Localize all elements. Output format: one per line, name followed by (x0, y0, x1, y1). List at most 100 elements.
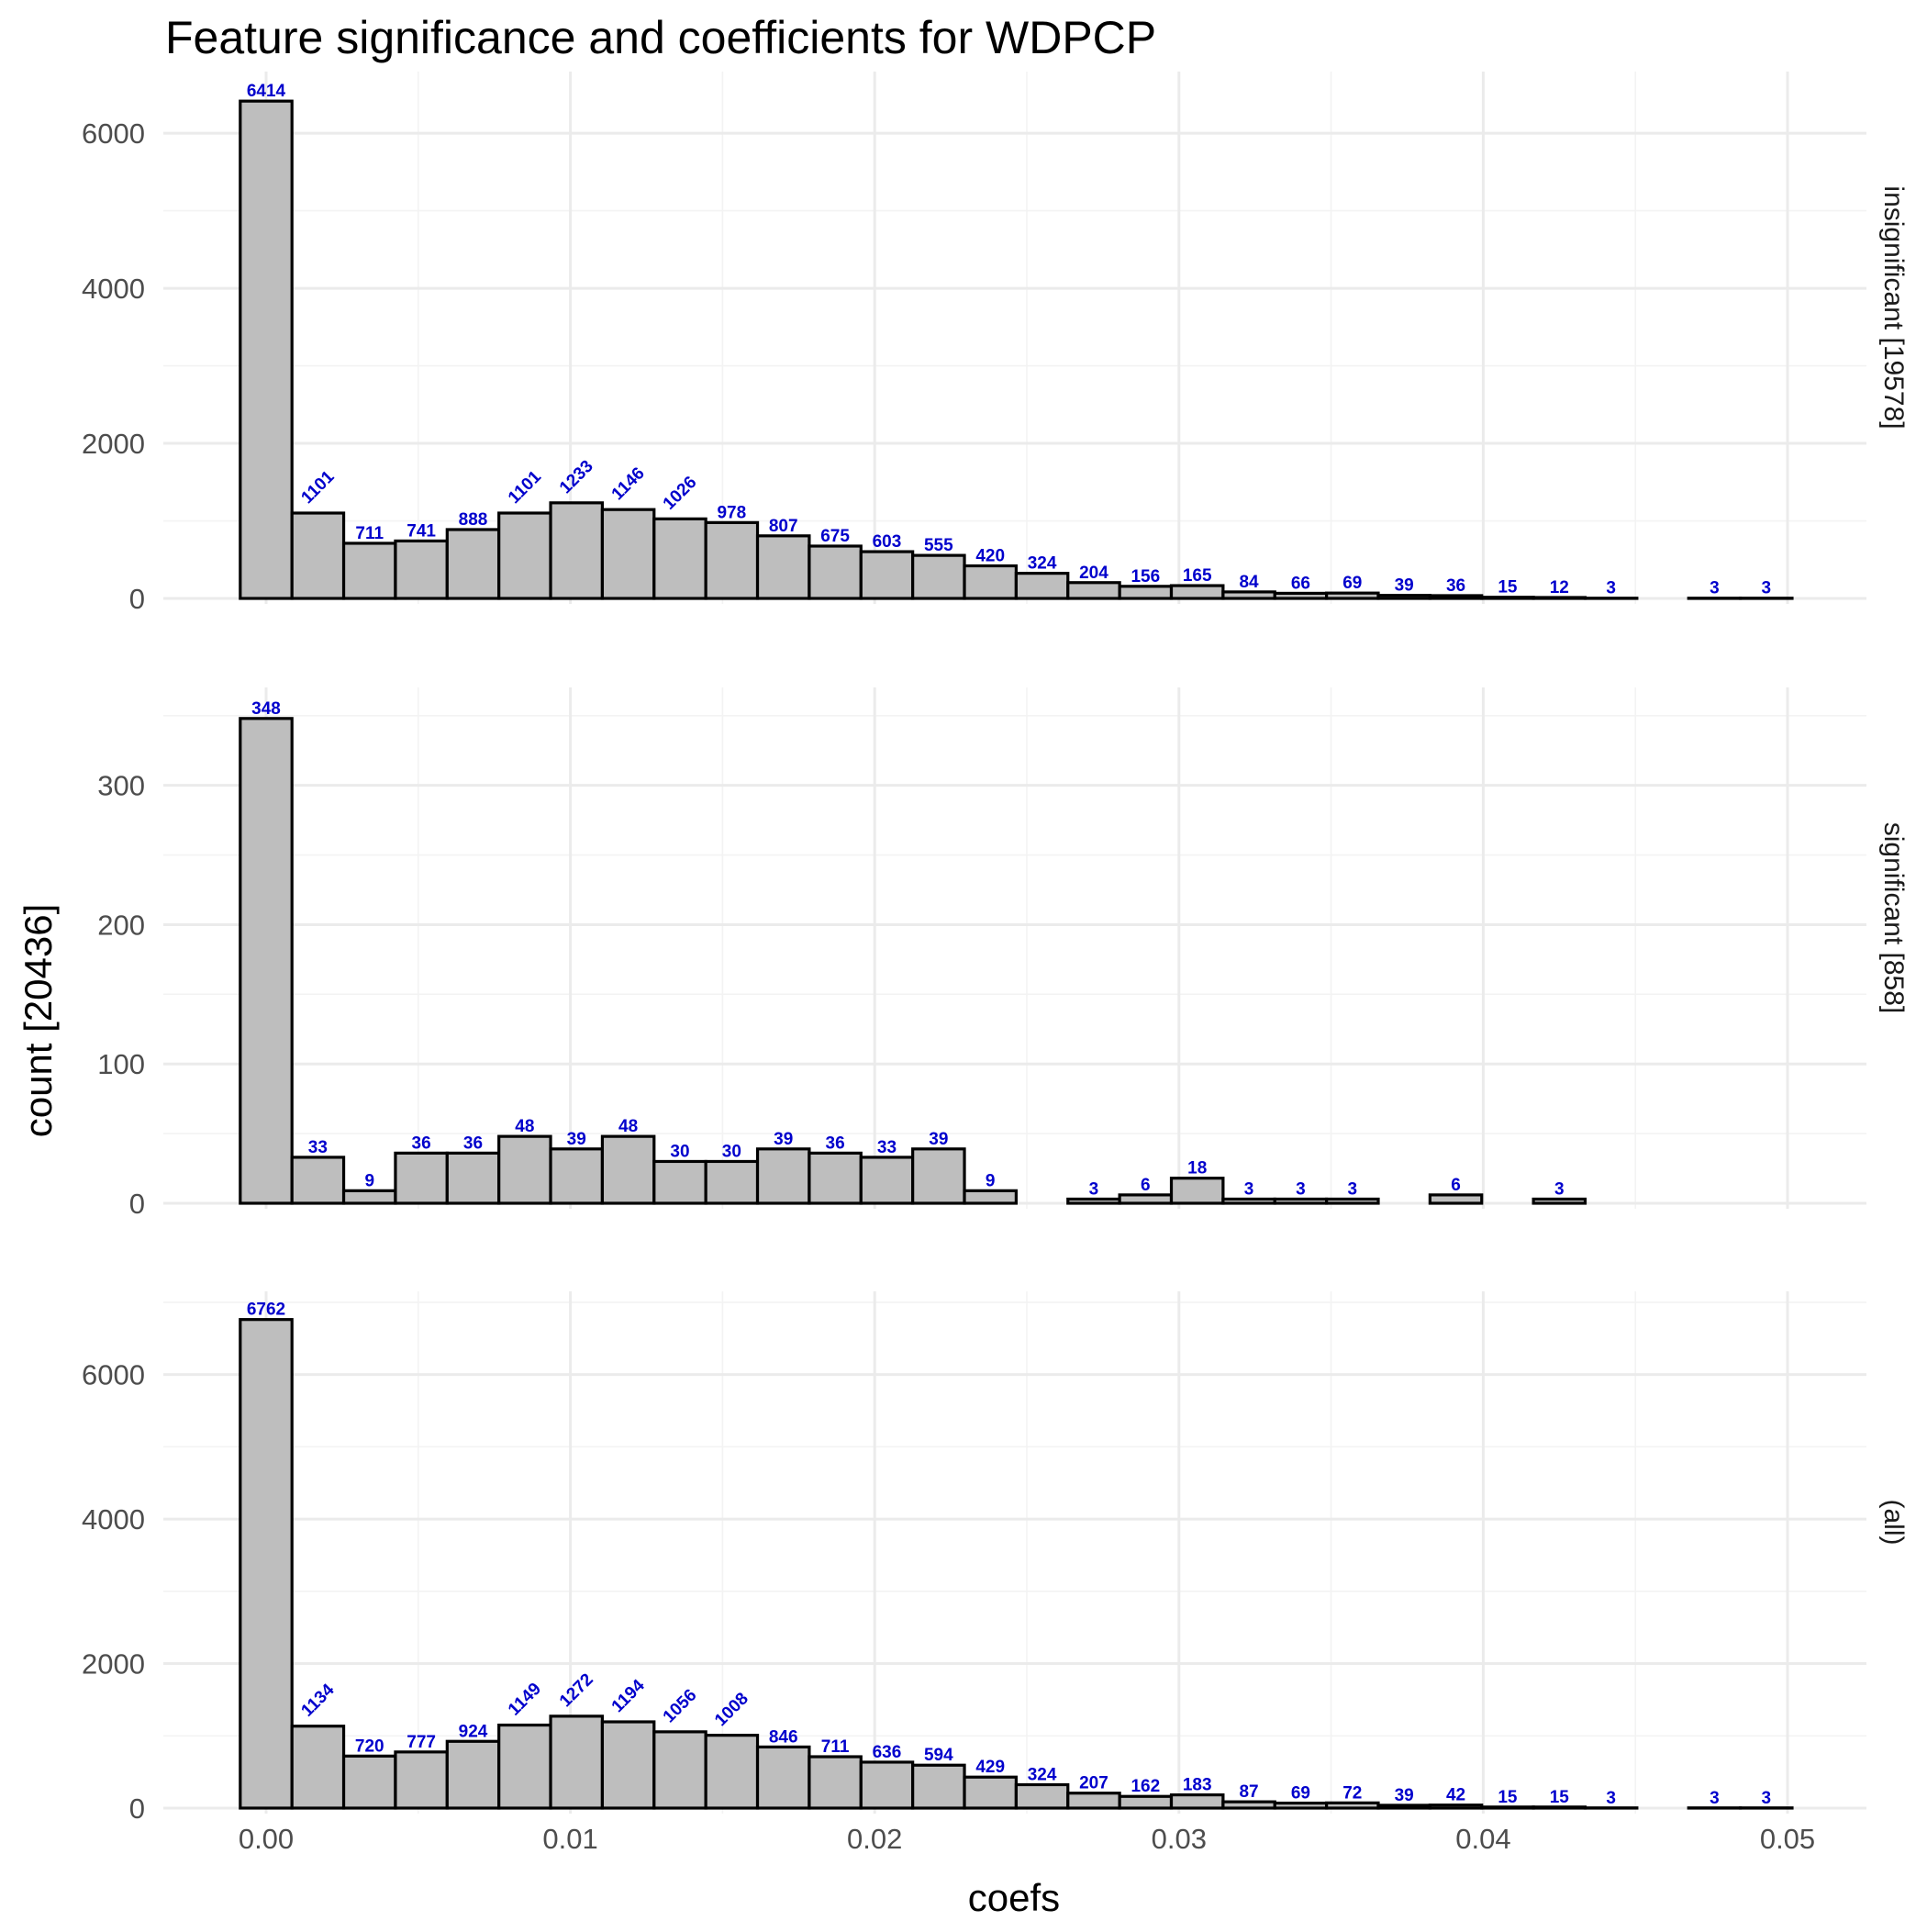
bar-value-label: 1056 (660, 1686, 701, 1727)
facet-strip-label: (all) (1878, 1500, 1909, 1546)
bar-value-label: 183 (1183, 1776, 1212, 1795)
bar-value-label: 3 (1710, 579, 1720, 598)
bar-value-label: 3 (1606, 1789, 1616, 1808)
histogram-bar (602, 509, 653, 598)
histogram-bar (344, 1756, 395, 1808)
bar-value-label: 636 (873, 1743, 902, 1762)
bar-value-label: 1149 (505, 1680, 545, 1720)
bar-value-label: 3 (1554, 1179, 1565, 1199)
bar-value-label: 3 (1761, 579, 1771, 598)
bar-value-label: 48 (618, 1117, 638, 1136)
bar-value-label: 324 (1028, 554, 1057, 574)
histogram-bar (1119, 586, 1171, 598)
bar-value-label: 888 (459, 510, 488, 530)
bar-value-label: 978 (717, 503, 746, 522)
histogram-bar (602, 1136, 653, 1203)
bar-value-label: 33 (877, 1138, 897, 1157)
histogram-bar (913, 1765, 964, 1808)
histogram-bar (1378, 1805, 1430, 1808)
bar-value-label: 807 (769, 517, 798, 536)
bar-value-label: 15 (1498, 1788, 1518, 1807)
y-axis-title: count [20436] (17, 904, 60, 1138)
x-tick-label: 0.04 (1455, 1823, 1510, 1855)
histogram-bar (292, 1726, 343, 1808)
histogram-bar (706, 1736, 757, 1808)
histogram-bar (1223, 1199, 1275, 1203)
y-tick-label: 300 (97, 770, 145, 802)
bar-value-label: 420 (975, 547, 1005, 566)
bar-value-label: 777 (407, 1733, 436, 1752)
bar-value-label: 33 (308, 1138, 328, 1157)
histogram-bar (654, 1732, 706, 1808)
histogram-bar (1119, 1195, 1171, 1203)
bar-value-label: 1008 (711, 1689, 752, 1730)
bar-value-label: 6 (1141, 1176, 1151, 1195)
bar-value-label: 711 (821, 1737, 850, 1757)
y-tick-label: 2000 (82, 428, 145, 460)
bar-value-label: 429 (975, 1758, 1005, 1777)
histogram-bar (758, 1747, 809, 1808)
x-tick-label: 0.02 (847, 1823, 902, 1855)
bar-value-label: 348 (251, 699, 281, 719)
histogram-bar (447, 1741, 498, 1808)
histogram-bar (913, 1149, 964, 1203)
histogram-bar (1275, 1804, 1326, 1808)
histogram-bar (861, 1157, 912, 1203)
bar-value-label: 84 (1239, 573, 1259, 592)
histogram-bar (240, 1320, 292, 1808)
bar-value-label: 30 (722, 1142, 741, 1161)
histogram-bar (395, 541, 447, 598)
histogram-bar (758, 536, 809, 598)
bar-value-label: 48 (515, 1117, 534, 1136)
bar-value-label: 9 (364, 1171, 374, 1190)
x-tick-label: 0.01 (542, 1823, 597, 1855)
bar-value-label: 3 (1244, 1179, 1254, 1199)
histogram-bar (1172, 1795, 1223, 1808)
x-axis-title: coefs (968, 1876, 1060, 1919)
bar-value-label: 39 (929, 1130, 948, 1149)
bar-value-label: 165 (1183, 566, 1212, 586)
histogram-bar (1016, 1784, 1067, 1808)
bar-value-label: 162 (1131, 1777, 1160, 1796)
histogram-bar (1275, 593, 1326, 598)
y-tick-label: 100 (97, 1048, 145, 1080)
histogram-bar (1223, 1802, 1275, 1808)
bar-value-label: 1134 (297, 1681, 338, 1721)
histogram-bar (499, 513, 551, 598)
bar-value-label: 87 (1239, 1782, 1258, 1802)
bar-value-label: 6762 (247, 1301, 285, 1320)
bar-value-label: 594 (924, 1746, 953, 1765)
histogram-bar (344, 1190, 395, 1203)
histogram-bar (499, 1725, 551, 1808)
x-tick-label: 0.00 (239, 1823, 294, 1855)
bar-value-label: 6 (1451, 1176, 1461, 1195)
histogram-bar (1172, 586, 1223, 598)
bar-value-label: 711 (355, 524, 384, 543)
histogram-bar (292, 1157, 343, 1203)
histogram-bar (964, 566, 1016, 598)
bar-value-label: 15 (1498, 578, 1518, 597)
y-tick-label: 4000 (82, 1503, 145, 1536)
histogram-bar (1068, 1199, 1119, 1203)
bar-value-label: 846 (769, 1727, 798, 1747)
bar-value-label: 207 (1079, 1774, 1108, 1793)
histogram-bar (1533, 1807, 1585, 1808)
histogram-bar (654, 1161, 706, 1203)
bar-value-label: 555 (924, 536, 953, 555)
bar-value-label: 3 (1606, 579, 1616, 598)
bar-value-label: 3 (1296, 1179, 1306, 1199)
histogram-bar (1533, 597, 1585, 598)
bar-value-label: 39 (1395, 1786, 1414, 1805)
bar-value-label: 12 (1550, 578, 1569, 597)
histogram-bar (240, 101, 292, 598)
bar-value-label: 30 (670, 1142, 689, 1161)
bar-value-label: 324 (1028, 1765, 1057, 1784)
histogram-bar (1430, 596, 1481, 598)
bar-value-label: 1146 (608, 463, 649, 504)
bar-value-label: 66 (1291, 574, 1310, 593)
bar-value-label: 69 (1342, 574, 1362, 593)
